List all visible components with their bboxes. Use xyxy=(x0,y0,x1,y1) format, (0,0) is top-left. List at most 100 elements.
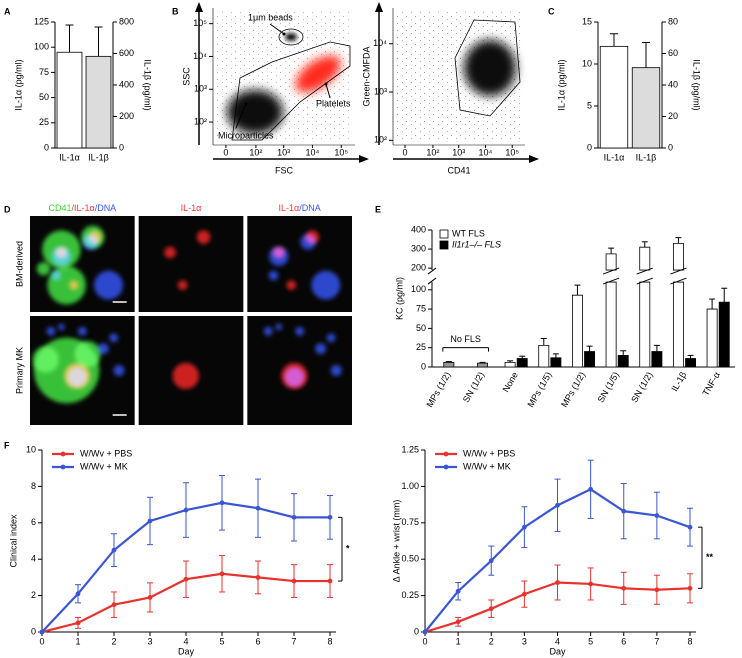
y-tick-label: 0 xyxy=(587,142,592,152)
axis-arrow xyxy=(375,2,383,12)
y-tick-label: 5 xyxy=(587,100,592,110)
y-tick-label: 6 xyxy=(31,517,36,527)
bar xyxy=(85,55,112,149)
y-tick-label: 75 xyxy=(39,67,49,77)
annotation: Microparticles xyxy=(218,130,274,140)
x-tick-label: SN (1/2) xyxy=(461,370,486,404)
annotation-arrow xyxy=(235,103,247,129)
y-tick-label: 0.25 xyxy=(401,590,419,600)
x-tick-label: 10² xyxy=(249,147,262,157)
panel-letter: D xyxy=(4,204,11,214)
point xyxy=(588,581,594,587)
y-tick-label: 2 xyxy=(31,590,36,600)
bar-break xyxy=(602,277,620,285)
cell-stain xyxy=(311,270,341,300)
y-axis-label: SSC xyxy=(181,67,191,86)
micrograph xyxy=(247,216,352,312)
x-axis-label: CD41 xyxy=(447,165,470,175)
point xyxy=(291,514,297,520)
y-axis-label: Green-CMFDA xyxy=(361,46,371,106)
x-tick-label: 10⁵ xyxy=(334,147,348,157)
x-tick-label: 0 xyxy=(402,147,407,157)
y-tick-label: 4 xyxy=(31,554,36,564)
point xyxy=(111,602,117,608)
column-title: IL-1α/DNA xyxy=(279,203,321,213)
bar-break xyxy=(602,267,620,275)
cell-stain xyxy=(196,230,211,244)
y-tick-label: 200 xyxy=(411,263,426,273)
y-tick-label: 0 xyxy=(31,626,36,636)
panel-letter: B xyxy=(172,6,179,16)
bar xyxy=(718,301,730,368)
point xyxy=(39,629,45,635)
y-axis-label: KC (pg/ml) xyxy=(394,277,404,320)
y2-tick-label: 0 xyxy=(668,142,673,152)
point xyxy=(75,620,81,626)
cell-stain xyxy=(74,341,101,368)
annotation: 1μm beads xyxy=(248,12,293,22)
bar xyxy=(651,351,663,368)
y2-tick-label: 600 xyxy=(119,48,134,58)
cell-stain xyxy=(58,323,65,331)
point xyxy=(255,505,261,511)
platelet-cloud xyxy=(295,55,341,93)
axis-arrow xyxy=(195,2,203,12)
y-tick-label: 400 xyxy=(411,224,426,234)
y2-tick-label: 40 xyxy=(668,79,678,89)
bar xyxy=(516,358,528,368)
legend-marker xyxy=(60,464,66,470)
bar xyxy=(685,358,697,368)
legend-label: W/Wv + PBS xyxy=(463,448,515,458)
column-title-part: CD41 xyxy=(48,203,71,213)
annotation-arrow xyxy=(325,83,331,99)
x-tick-label: 6 xyxy=(255,636,260,646)
legend-label: WT FLS xyxy=(452,228,485,238)
x-tick-label: MPs (1/5) xyxy=(525,370,553,409)
x-tick-label: 10⁵ xyxy=(505,147,519,157)
significance: * xyxy=(346,544,350,554)
point xyxy=(183,576,189,582)
panel-letter: E xyxy=(375,204,381,214)
y-tick-label: 10² xyxy=(374,135,387,145)
x-tick-label: None xyxy=(501,370,520,394)
cell-stain xyxy=(326,333,336,343)
x-tick-label: 3 xyxy=(147,636,152,646)
y-tick-label: 10 xyxy=(582,58,592,68)
x-tick-label: 7 xyxy=(654,636,659,646)
y-tick-label: 25 xyxy=(416,342,426,352)
y2-tick-label: 80 xyxy=(668,16,678,26)
point xyxy=(654,513,660,518)
y2-axis-label: IL-1β (pg/ml) xyxy=(692,59,702,110)
x-tick-label: TNF-α xyxy=(700,370,722,397)
cell-stain xyxy=(47,265,86,305)
cell-stain xyxy=(97,343,109,355)
panel-letter: F xyxy=(4,440,10,450)
bead-cloud xyxy=(285,33,297,41)
bar xyxy=(706,308,718,368)
row-title: Primary MK xyxy=(14,347,24,394)
bar xyxy=(639,246,651,368)
arrow-head xyxy=(324,82,328,86)
cell-stain xyxy=(77,326,87,336)
bar xyxy=(631,67,661,149)
x-tick-label: 10² xyxy=(426,147,439,157)
bar xyxy=(443,361,455,368)
y2-tick-label: 200 xyxy=(119,111,134,121)
cell-stain xyxy=(164,246,176,259)
legend-label: W/Wv + PBS xyxy=(80,448,132,458)
arrow-head xyxy=(282,32,286,36)
x-tick-label: 0 xyxy=(39,636,44,646)
point xyxy=(555,580,560,585)
bar xyxy=(571,294,583,368)
y-tick-label: 0 xyxy=(414,626,419,636)
point xyxy=(455,619,461,625)
y-tick-label: 10⁴ xyxy=(193,51,207,61)
axis-arrow xyxy=(359,155,369,163)
column-title-part: IL-1α xyxy=(181,203,202,213)
legend-marker xyxy=(60,451,66,457)
point xyxy=(219,500,225,506)
y2-tick-label: 400 xyxy=(119,79,134,89)
y-tick-label: 0 xyxy=(421,361,426,371)
cell-stain xyxy=(269,246,289,266)
x-tick-label: 2 xyxy=(489,636,494,646)
